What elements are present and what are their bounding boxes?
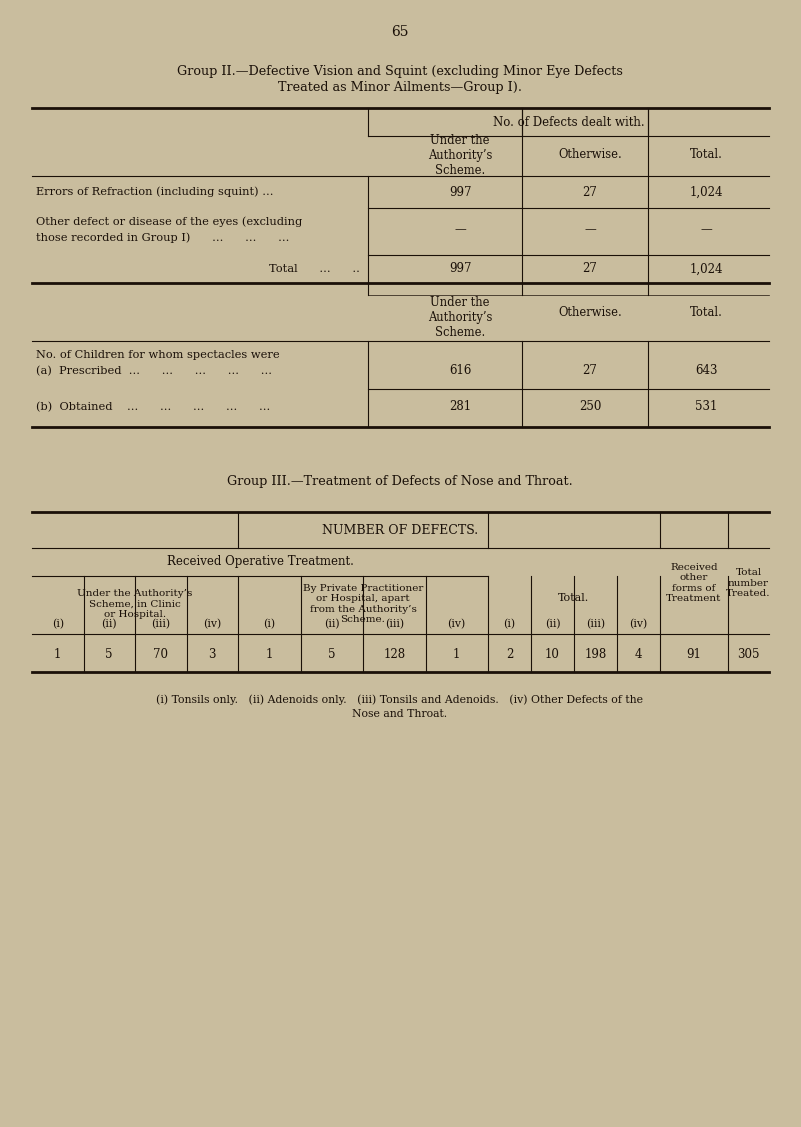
Text: 1,024: 1,024 — [689, 263, 723, 275]
Text: NUMBER OF DEFECTS.: NUMBER OF DEFECTS. — [322, 524, 478, 536]
Text: (iii): (iii) — [586, 619, 605, 629]
Text: those recorded in Group I)      ...      ...      ...: those recorded in Group I) ... ... ... — [36, 232, 289, 243]
Text: 1: 1 — [453, 648, 461, 660]
Text: By Private Practitioner
or Hospital, apart
from the Authority’s
Scheme.: By Private Practitioner or Hospital, apa… — [303, 584, 423, 624]
Text: No. of Children for whom spectacles were: No. of Children for whom spectacles were — [36, 350, 280, 360]
Text: (i): (i) — [264, 619, 276, 629]
Text: 997: 997 — [449, 186, 471, 198]
Text: Total
number
Treated.: Total number Treated. — [727, 568, 771, 598]
Text: (b)  Obtained    ...      ...      ...      ...      ...: (b) Obtained ... ... ... ... ... — [36, 402, 270, 412]
Text: (iv): (iv) — [630, 619, 648, 629]
Text: 65: 65 — [391, 25, 409, 39]
Text: Group II.—Defective Vision and Squint (excluding Minor Eye Defects: Group II.—Defective Vision and Squint (e… — [177, 65, 623, 79]
Text: (iv): (iv) — [203, 619, 221, 629]
Text: 5: 5 — [106, 648, 113, 660]
Text: (iv): (iv) — [448, 619, 466, 629]
Text: 10: 10 — [545, 648, 560, 660]
Text: No. of Defects dealt with.: No. of Defects dealt with. — [493, 116, 644, 130]
Text: (a)  Prescribed  ...      ...      ...      ...      ...: (a) Prescribed ... ... ... ... ... — [36, 366, 272, 376]
Text: 198: 198 — [585, 648, 606, 660]
Text: 5: 5 — [328, 648, 336, 660]
Text: 305: 305 — [737, 648, 760, 660]
Text: (ii): (ii) — [545, 619, 561, 629]
Text: 281: 281 — [449, 400, 471, 414]
Text: 616: 616 — [449, 364, 471, 378]
Text: 128: 128 — [383, 648, 405, 660]
Text: 91: 91 — [686, 648, 702, 660]
Text: 3: 3 — [208, 648, 216, 660]
Text: Under the Authority’s
Scheme, in Clinic
or Hospital.: Under the Authority’s Scheme, in Clinic … — [78, 589, 193, 619]
Text: Otherwise.: Otherwise. — [558, 149, 622, 161]
Text: 1: 1 — [266, 648, 273, 660]
Text: (iii): (iii) — [151, 619, 171, 629]
Text: Received
other
forms of
Treatment: Received other forms of Treatment — [666, 562, 722, 603]
Text: 1,024: 1,024 — [689, 186, 723, 198]
Text: Total      ...      ..: Total ... .. — [269, 264, 360, 274]
Text: (i) Tonsils only.   (ii) Adenoids only.   (iii) Tonsils and Adenoids.   (iv) Oth: (i) Tonsils only. (ii) Adenoids only. (i… — [156, 694, 643, 706]
Text: Other defect or disease of the eyes (excluding: Other defect or disease of the eyes (exc… — [36, 216, 302, 228]
Text: Received Operative Treatment.: Received Operative Treatment. — [167, 556, 353, 568]
Text: 997: 997 — [449, 263, 471, 275]
Text: Under the
Authority’s
Scheme.: Under the Authority’s Scheme. — [428, 133, 492, 177]
Text: Total.: Total. — [690, 307, 723, 319]
Text: Total.: Total. — [690, 149, 723, 161]
Text: (i): (i) — [504, 619, 516, 629]
Text: (ii): (ii) — [102, 619, 117, 629]
Text: 27: 27 — [582, 263, 598, 275]
Text: (ii): (ii) — [324, 619, 340, 629]
Text: Errors of Refraction (including squint) ...: Errors of Refraction (including squint) … — [36, 187, 273, 197]
Text: (iii): (iii) — [384, 619, 404, 629]
Text: Under the
Authority’s
Scheme.: Under the Authority’s Scheme. — [428, 295, 492, 338]
Text: 643: 643 — [694, 364, 717, 378]
Text: 4: 4 — [634, 648, 642, 660]
Text: Total.: Total. — [558, 593, 590, 603]
Text: 70: 70 — [153, 648, 168, 660]
Text: —: — — [584, 223, 596, 237]
Text: 2: 2 — [505, 648, 513, 660]
Text: 1: 1 — [54, 648, 62, 660]
Text: 250: 250 — [579, 400, 602, 414]
Text: 27: 27 — [582, 186, 598, 198]
Text: Otherwise.: Otherwise. — [558, 307, 622, 319]
Text: —: — — [700, 223, 712, 237]
Text: 531: 531 — [694, 400, 717, 414]
Text: —: — — [454, 223, 466, 237]
Text: Nose and Throat.: Nose and Throat. — [352, 709, 448, 719]
Text: Treated as Minor Ailments—Group I).: Treated as Minor Ailments—Group I). — [278, 81, 522, 95]
Text: 27: 27 — [582, 364, 598, 378]
Text: Group III.—Treatment of Defects of Nose and Throat.: Group III.—Treatment of Defects of Nose … — [227, 476, 573, 488]
Text: (i): (i) — [52, 619, 64, 629]
